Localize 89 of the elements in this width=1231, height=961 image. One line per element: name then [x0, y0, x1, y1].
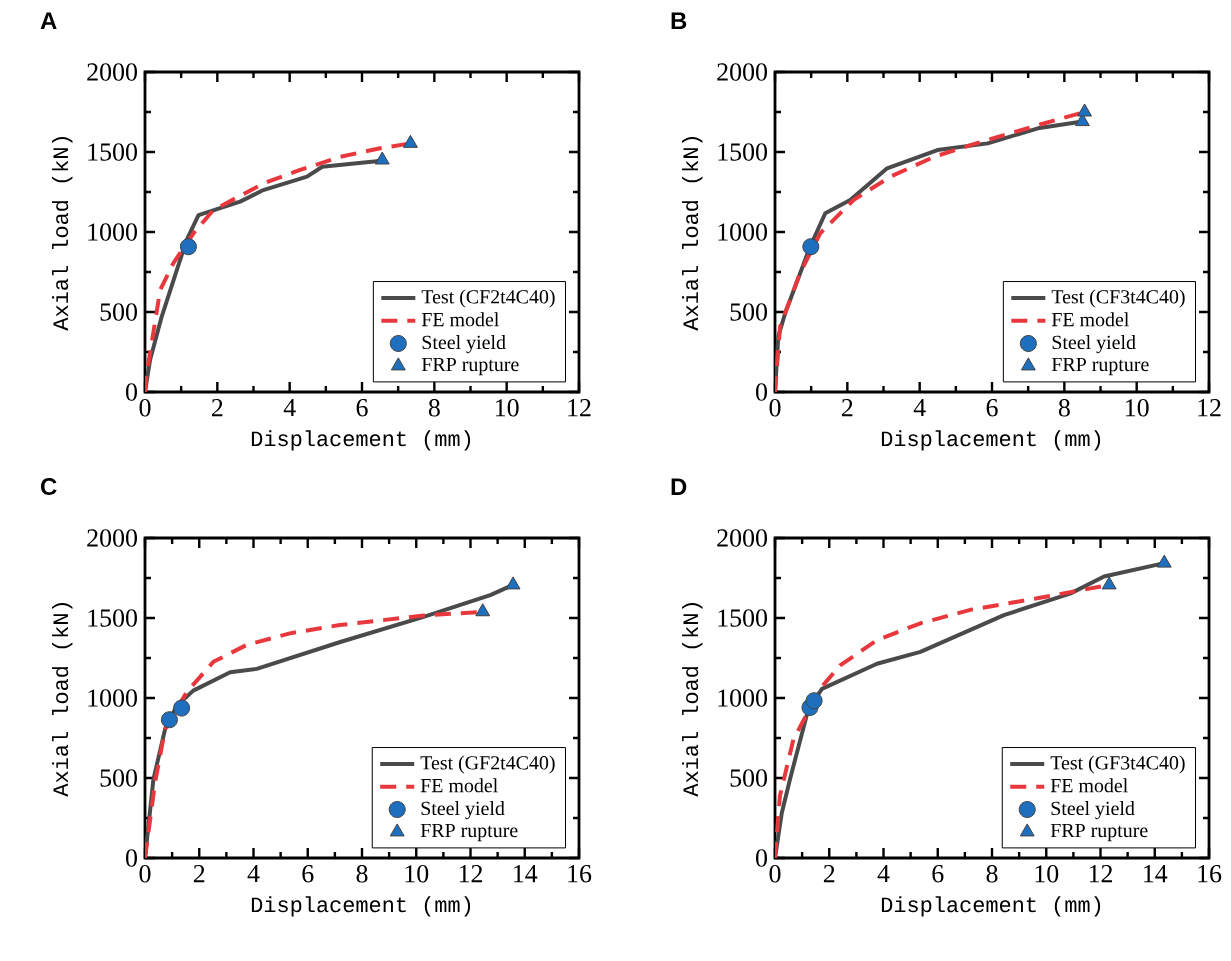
- y-axis-title: Axial load (kN): [52, 603, 73, 797]
- y-axis-title: Axial load (kN): [682, 603, 703, 797]
- legend-label: Steel yield: [1052, 335, 1136, 354]
- point: [802, 238, 820, 256]
- point: [475, 603, 491, 617]
- legend-label: FE model: [420, 778, 498, 793]
- x-axis-title: Displacement (mm): [881, 896, 1101, 917]
- y-tick-label: 1500: [718, 143, 767, 161]
- x-tick-label: 6: [932, 865, 944, 883]
- x-tick-label: 14: [1144, 865, 1168, 883]
- x-tick-label: 8: [1058, 399, 1070, 417]
- chart-title: D: [671, 478, 687, 495]
- legend-label: Test (GF2t4C40): [420, 755, 555, 774]
- y-tick-label: 0: [756, 383, 767, 401]
- chart-title: C: [41, 478, 57, 495]
- point: [505, 576, 521, 590]
- x-tick-label: 0: [139, 865, 151, 883]
- x-tick-label: 10: [1126, 399, 1149, 417]
- x-tick-label: 10: [1035, 865, 1059, 883]
- y-axis-title: Axial load (kN): [52, 137, 73, 331]
- y-tick-label: 1000: [718, 223, 767, 241]
- legend-label: Steel yield: [1051, 801, 1135, 820]
- y-tick-label: 500: [100, 769, 137, 787]
- legend-label: Steel yield: [421, 801, 505, 820]
- x-tick-label: 0: [769, 865, 781, 883]
- y-tick-label: 2000: [717, 63, 767, 81]
- y-tick-label: 1000: [718, 689, 767, 707]
- legend-label: FRP rupture: [420, 823, 518, 842]
- x-tick-label: 2: [193, 865, 205, 883]
- x-tick-label: 2: [823, 865, 835, 883]
- y-tick-label: 500: [730, 769, 767, 787]
- x-tick-label: 0: [139, 399, 151, 417]
- x-axis-title: Displacement (mm): [251, 430, 471, 451]
- point: [1156, 554, 1172, 568]
- y-tick-label: 500: [100, 303, 137, 321]
- x-tick-label: 6: [986, 399, 998, 417]
- legend-label: FE model: [421, 312, 499, 327]
- y-tick-label: 2000: [87, 63, 137, 81]
- x-tick-label: 2: [211, 399, 223, 417]
- legend-label: FRP rupture: [421, 357, 519, 376]
- x-tick-label: 8: [428, 399, 440, 417]
- x-tick-label: 4: [283, 399, 296, 417]
- x-tick-label: 12: [1198, 399, 1221, 417]
- y-axis-title: Axial load (kN): [682, 137, 703, 331]
- legend-label: Test (CF3t4C40): [1051, 289, 1185, 308]
- x-axis-title: Displacement (mm): [881, 430, 1101, 451]
- legend-label: Steel yield: [422, 335, 506, 354]
- x-tick-label: 8: [986, 865, 998, 883]
- y-tick-label: 0: [126, 849, 137, 867]
- x-tick-label: 10: [496, 399, 519, 417]
- y-tick-label: 2000: [87, 529, 137, 547]
- x-tick-label: 12: [1089, 865, 1113, 883]
- x-tick-label: 0: [769, 399, 781, 417]
- y-tick-label: 0: [126, 383, 137, 401]
- x-tick-label: 10: [405, 865, 429, 883]
- x-tick-label: 2: [841, 399, 853, 417]
- point: [805, 692, 823, 710]
- legend-label: FE model: [1051, 312, 1129, 327]
- x-tick-label: 12: [459, 865, 483, 883]
- legend-label: FE model: [1050, 778, 1128, 793]
- x-tick-label: 6: [356, 399, 368, 417]
- legend-label: Test (GF3t4C40): [1050, 755, 1185, 774]
- y-tick-label: 1500: [718, 609, 767, 627]
- x-tick-label: 16: [1198, 865, 1222, 883]
- y-tick-label: 0: [756, 849, 767, 867]
- y-tick-label: 1500: [88, 143, 137, 161]
- legend-label: FRP rupture: [1050, 823, 1148, 842]
- x-tick-label: 4: [247, 865, 260, 883]
- legend-label: FRP rupture: [1051, 357, 1149, 376]
- x-tick-label: 16: [568, 865, 592, 883]
- x-tick-label: 14: [514, 865, 538, 883]
- x-tick-label: 8: [356, 865, 368, 883]
- point: [1101, 576, 1117, 590]
- x-tick-label: 4: [877, 865, 890, 883]
- y-tick-label: 500: [730, 303, 767, 321]
- point: [173, 699, 191, 717]
- x-tick-label: 6: [302, 865, 314, 883]
- y-tick-label: 1000: [88, 689, 137, 707]
- legend-label: Test (CF2t4C40): [421, 289, 555, 308]
- chart-title: B: [671, 12, 687, 29]
- x-axis-title: Displacement (mm): [251, 896, 471, 917]
- y-tick-label: 2000: [717, 529, 767, 547]
- point: [160, 711, 178, 729]
- y-tick-label: 1500: [88, 609, 137, 627]
- point: [1077, 103, 1093, 117]
- x-tick-label: 12: [568, 399, 591, 417]
- chart-title: A: [40, 12, 57, 29]
- x-tick-label: 4: [913, 399, 926, 417]
- y-tick-label: 1000: [88, 223, 137, 241]
